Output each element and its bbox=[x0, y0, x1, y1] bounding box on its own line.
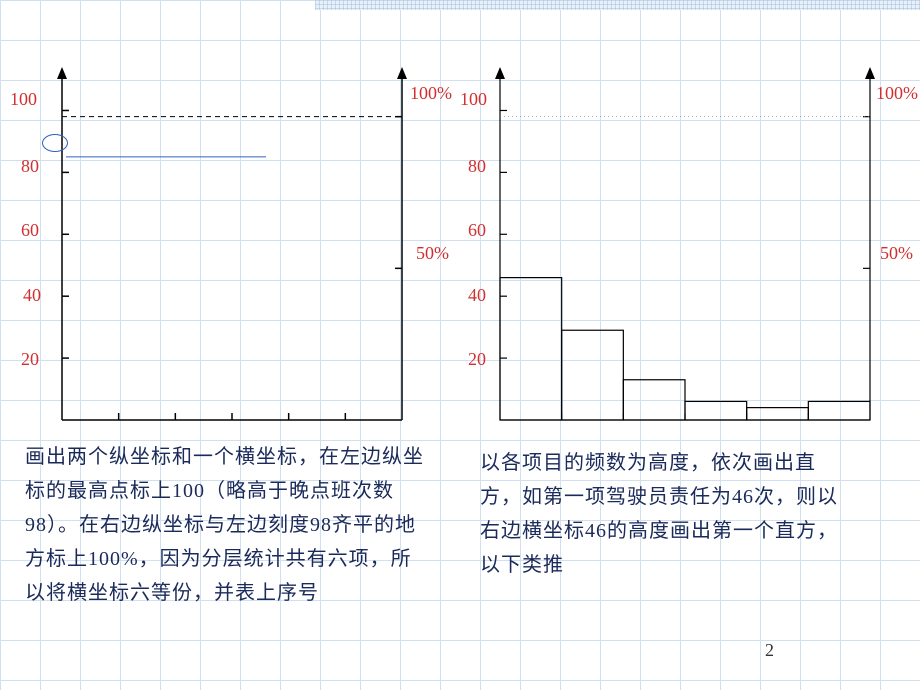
page-number: 2 bbox=[765, 640, 774, 661]
right-chart-ylabel-80: 80 bbox=[468, 157, 486, 175]
right-chart-ylabel-100: 100 bbox=[460, 90, 487, 108]
right-chart-rlabel-50: 50% bbox=[880, 244, 913, 262]
right-chart-rlabel-100: 100% bbox=[876, 84, 918, 102]
right-chart bbox=[0, 0, 920, 445]
right-chart-ylabel-60: 60 bbox=[468, 221, 486, 239]
right-chart-ylabel-40: 40 bbox=[468, 286, 486, 304]
right-description: 以各项目的频数为高度，依次画出直方，如第一项驾驶员责任为46次，则以右边横坐标4… bbox=[480, 446, 840, 582]
left-description: 画出两个纵坐标和一个横坐标，在左边纵坐标的最高点标上100（略高于晚点班次数98… bbox=[25, 440, 425, 610]
right-chart-ylabel-20: 20 bbox=[468, 350, 486, 368]
